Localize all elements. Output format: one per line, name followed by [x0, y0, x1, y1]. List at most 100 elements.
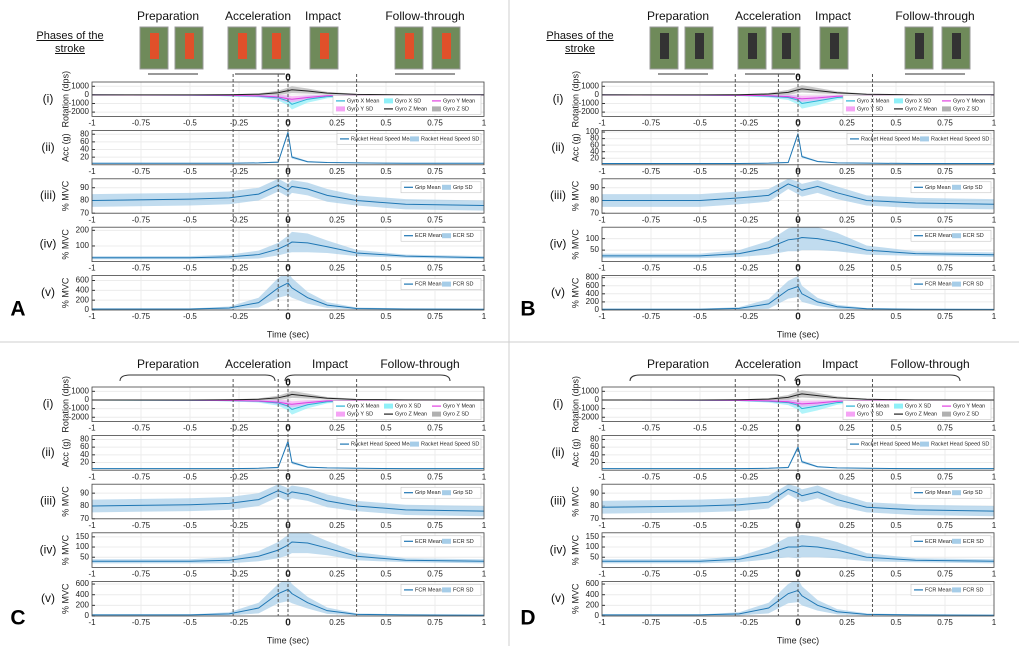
legend-label: Grip Mean — [415, 490, 441, 496]
y-tick-label: 600 — [76, 276, 90, 285]
subplot-tag: (iii) — [550, 494, 566, 508]
x-tick-label: 0 — [285, 312, 291, 323]
x-tick-label: 0.5 — [380, 472, 392, 481]
legend-box — [910, 278, 992, 290]
mean-line — [92, 89, 484, 96]
photo-figure — [830, 33, 839, 59]
photo-figure — [782, 33, 791, 59]
x-tick-label: -0.5 — [693, 424, 707, 433]
x-tick-label: -0.25 — [230, 312, 249, 321]
x-tick-label: 0.25 — [329, 618, 345, 627]
x-tick-label: 0.5 — [380, 167, 392, 176]
legend-swatch — [894, 98, 903, 104]
legend-swatch — [846, 106, 855, 112]
legend-label: Racket Head Speed Mean — [861, 442, 926, 448]
panel-letter: C — [10, 607, 25, 630]
legend-label: Grip SD — [963, 490, 983, 496]
legend-swatch — [846, 411, 855, 417]
brace — [119, 374, 276, 382]
y-tick-label: 600 — [76, 579, 90, 588]
x-tick-label: -0.5 — [693, 570, 707, 579]
legend-swatch — [442, 538, 451, 544]
y-tick-label: 80 — [80, 196, 89, 205]
legend-box — [400, 278, 482, 290]
legend-box — [910, 181, 992, 194]
y-tick-label: -2000 — [579, 107, 600, 116]
x-tick-label: 1 — [482, 215, 487, 224]
x-tick-label: -0.75 — [642, 424, 661, 433]
subplot-tag: (iv) — [550, 542, 567, 556]
brace — [794, 374, 961, 382]
x-tick-label: 0.25 — [839, 424, 855, 433]
legend-box — [910, 486, 992, 499]
subplot-tag: (iv) — [40, 542, 57, 556]
sd-band — [602, 227, 994, 259]
legend-label: Grip SD — [963, 185, 983, 191]
x-tick-label: 0 — [285, 423, 291, 434]
x-tick-label: -0.5 — [183, 521, 197, 530]
x-tick-label: -1 — [88, 167, 96, 176]
phase-label: Impact — [822, 357, 859, 371]
x-tick-label: 0.5 — [380, 521, 392, 530]
legend-label: ECR SD — [453, 233, 474, 239]
y-tick-label: 1000 — [581, 81, 599, 90]
x-tick-label: -0.25 — [740, 215, 759, 224]
subplot-tag: (ii) — [41, 445, 54, 459]
x-tick-label: -0.75 — [132, 312, 151, 321]
phase-label: Acceleration — [225, 9, 291, 23]
x-tick-label: 0.75 — [937, 264, 953, 273]
sd-band — [602, 581, 994, 616]
mean-line — [602, 393, 994, 401]
legend-label: Grip SD — [453, 490, 473, 496]
x-tick-label: 0.75 — [427, 264, 443, 273]
x-tick-label: 0.75 — [427, 570, 443, 579]
x-tick-label: 0.5 — [890, 215, 902, 224]
y-tick-label: 90 — [590, 183, 599, 192]
photo-figure — [272, 33, 281, 59]
x-tick-label: 0 — [285, 118, 291, 129]
x-axis-label: Time (sec) — [777, 329, 819, 339]
x-tick-label: 0.25 — [329, 521, 345, 530]
legend-label: FCR Mean — [415, 587, 442, 593]
x-axis-label: Time (sec) — [777, 635, 819, 645]
x-tick-label: 0 — [285, 263, 291, 274]
legend-swatch — [442, 184, 451, 190]
y-axis-label: % MVC — [60, 277, 70, 308]
photo-figure — [952, 33, 961, 59]
y-axis-label: Rotation (dps) — [570, 376, 580, 433]
mean-line — [602, 445, 994, 470]
x-tick-label: 0.25 — [839, 119, 855, 128]
x-tick-label: -0.25 — [740, 618, 759, 627]
subplot-tag: (i) — [553, 396, 564, 410]
y-tick-label: 60 — [80, 442, 89, 451]
impact-marker: 0 — [285, 378, 291, 389]
x-tick-label: -0.5 — [693, 167, 707, 176]
y-tick-label: 70 — [590, 208, 599, 217]
phase-label: Follow-through — [890, 357, 969, 371]
brace — [629, 374, 786, 382]
x-tick-label: 0.5 — [380, 618, 392, 627]
panel-letter: D — [520, 607, 535, 630]
legend-swatch — [952, 184, 961, 190]
x-tick-label: 0.25 — [839, 167, 855, 176]
x-axis-label: Time (sec) — [267, 329, 309, 339]
x-tick-label: -0.25 — [740, 119, 759, 128]
x-tick-label: -1 — [88, 264, 96, 273]
x-tick-label: 0.5 — [890, 167, 902, 176]
legend-label: Racket Head Speed Mean — [351, 136, 416, 142]
legend-swatch — [920, 136, 929, 142]
brace — [284, 374, 451, 382]
x-tick-label: 0 — [285, 618, 291, 629]
x-tick-label: 0.5 — [890, 119, 902, 128]
plot-frame — [91, 532, 485, 568]
subplot-tag: (v) — [551, 591, 565, 605]
y-axis-label: % MVC — [570, 277, 580, 308]
x-tick-label: -1 — [598, 312, 606, 321]
y-axis-label: % MVC — [60, 229, 70, 260]
y-tick-label: -2000 — [69, 107, 90, 116]
panel-letter: B — [520, 298, 535, 321]
legend-box — [842, 400, 992, 420]
legend-box — [400, 229, 482, 242]
